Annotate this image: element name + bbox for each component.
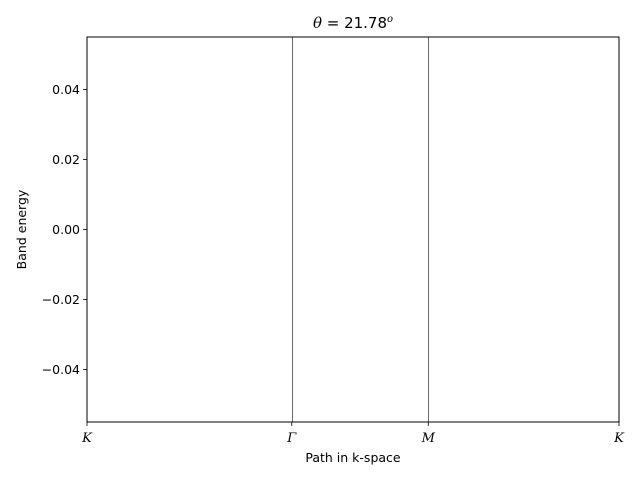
x-tick-label: Γ xyxy=(286,431,297,446)
y-axis-ticks: −0.04 −0.02 0.00 0.02 0.04 xyxy=(42,82,87,377)
y-tick-label: 0.00 xyxy=(52,222,80,237)
y-tick-label: 0.02 xyxy=(52,152,80,167)
x-axis-label: Path in k-space xyxy=(305,450,401,465)
y-tick-label: −0.04 xyxy=(42,362,80,377)
title-equals: = xyxy=(322,14,344,32)
vertical-lines xyxy=(292,37,429,422)
y-tick-label: −0.02 xyxy=(42,292,80,307)
y-axis-label: Band energy xyxy=(14,189,29,269)
x-tick-label: M xyxy=(421,431,436,446)
title-symbol: θ xyxy=(313,14,322,32)
chart-title: θ = 21.78o xyxy=(313,14,393,32)
x-tick-label: K xyxy=(613,431,625,446)
x-tick-label: K xyxy=(81,431,93,446)
title-value: 21.78 xyxy=(344,14,387,32)
y-tick-label: 0.04 xyxy=(52,82,80,97)
title-superscript: o xyxy=(387,14,393,25)
